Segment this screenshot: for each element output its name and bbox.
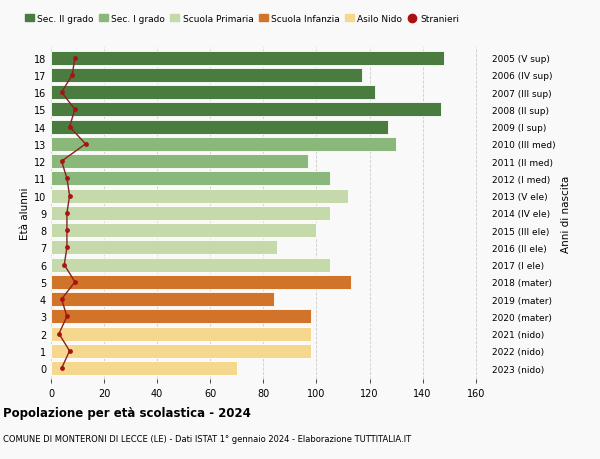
Point (57, 364, 67, 372)
Point (65, 347, 74, 355)
Bar (51, 86, 375, 100)
Y-axis label: Età alunni: Età alunni (20, 187, 29, 240)
Bar (51, 327, 311, 341)
Bar (51, 224, 316, 238)
Text: COMUNE DI MONTERONI DI LECCE (LE) - Dati ISTAT 1° gennaio 2024 - Elaborazione TU: COMUNE DI MONTERONI DI LECCE (LE) - Dati… (3, 434, 411, 443)
Bar (51, 207, 330, 220)
Point (65, 193, 74, 200)
Point (81, 141, 91, 148)
Point (65, 123, 74, 131)
Bar (51, 172, 330, 186)
Legend: Sec. II grado, Sec. I grado, Scuola Primaria, Scuola Infanzia, Asilo Nido, Stran: Sec. II grado, Sec. I grado, Scuola Prim… (25, 15, 459, 24)
Point (62, 313, 72, 320)
Point (70, 55, 80, 62)
Bar (51, 69, 362, 83)
Bar (51, 275, 351, 289)
Point (70, 106, 80, 114)
Point (57, 296, 67, 303)
Point (62, 227, 72, 234)
Y-axis label: Anni di nascita: Anni di nascita (561, 175, 571, 252)
Bar (51, 138, 396, 151)
Bar (51, 241, 277, 255)
Bar (51, 103, 441, 117)
Point (62, 244, 72, 252)
Point (54, 330, 64, 338)
Bar (51, 120, 388, 134)
Point (59, 261, 69, 269)
Bar (51, 361, 237, 375)
Point (70, 279, 80, 286)
Point (67, 72, 77, 79)
Bar (51, 258, 330, 272)
Text: Popolazione per età scolastica - 2024: Popolazione per età scolastica - 2024 (3, 406, 251, 419)
Bar (51, 155, 308, 169)
Bar (51, 344, 311, 358)
Point (57, 158, 67, 165)
Point (62, 175, 72, 183)
Point (62, 210, 72, 217)
Bar (51, 189, 349, 203)
Bar (51, 51, 444, 66)
Point (57, 89, 67, 96)
Bar (51, 310, 311, 324)
Bar (51, 292, 274, 307)
